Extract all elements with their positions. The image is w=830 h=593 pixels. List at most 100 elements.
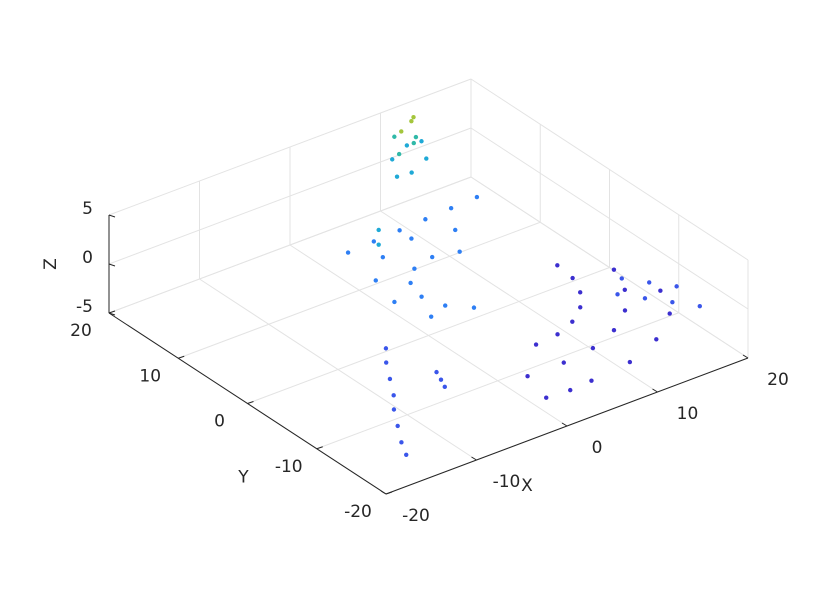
x-axis-label: X: [521, 476, 533, 496]
x-tick: [471, 456, 477, 461]
grid-line: [108, 127, 472, 265]
point: [419, 294, 424, 299]
point: [443, 303, 448, 308]
point: [409, 170, 414, 175]
point: [570, 275, 575, 281]
point: [391, 393, 396, 398]
point: [578, 305, 583, 310]
y-tick: [385, 491, 393, 495]
x-tick: [742, 354, 749, 359]
point: [396, 151, 402, 157]
z-tick-label: -5: [76, 297, 93, 317]
points-layer: [345, 114, 702, 457]
point: [654, 337, 659, 342]
grid-line: [470, 78, 749, 261]
x-tick: [652, 388, 658, 393]
point: [568, 387, 573, 393]
point: [413, 134, 419, 140]
grid-line: [178, 221, 541, 359]
point: [570, 319, 575, 324]
point: [380, 254, 386, 260]
point: [670, 300, 675, 305]
grid-line: [470, 127, 749, 310]
z-axis-label: Z: [41, 258, 61, 270]
point: [555, 332, 560, 337]
point: [457, 249, 462, 254]
point: [430, 254, 435, 260]
y-tick-label: 10: [139, 366, 161, 386]
z-tick: [108, 312, 116, 316]
x-tick-label: 0: [592, 438, 603, 458]
z-tick: [108, 214, 116, 218]
point: [697, 303, 702, 309]
point: [615, 292, 620, 297]
y-tick: [316, 446, 323, 450]
z-tick: [108, 263, 116, 267]
point: [471, 305, 477, 310]
x-tick-label: 20: [767, 370, 789, 390]
y-tick-label: 0: [214, 412, 225, 432]
y-tick-label: -20: [344, 502, 372, 522]
point: [434, 369, 439, 375]
point: [428, 314, 434, 319]
x-tick-label: -10: [493, 472, 521, 492]
point: [590, 345, 596, 351]
grid-line: [108, 176, 472, 314]
y-tick-label: 20: [70, 321, 92, 341]
point: [394, 174, 400, 179]
point: [392, 134, 397, 139]
point: [423, 217, 428, 222]
point: [412, 266, 417, 271]
point: [611, 267, 617, 272]
x-tick: [380, 490, 387, 495]
point: [384, 360, 389, 365]
point: [442, 384, 447, 390]
point: [404, 452, 409, 457]
point: [404, 143, 410, 148]
y-axis-label: Y: [237, 468, 249, 488]
point: [409, 118, 414, 124]
point: [390, 157, 395, 162]
point: [371, 239, 377, 244]
point: [619, 276, 624, 281]
y-tick: [178, 355, 185, 359]
point: [474, 194, 480, 200]
point: [411, 140, 416, 146]
grid-line: [316, 312, 679, 450]
point: [667, 311, 672, 316]
point: [395, 423, 400, 429]
point: [555, 263, 560, 268]
point: [647, 280, 652, 285]
point: [391, 407, 397, 412]
point: [448, 205, 454, 211]
point: [373, 278, 378, 283]
point: [392, 299, 397, 305]
z-tick-label: 5: [82, 199, 93, 219]
point: [411, 114, 416, 120]
point: [419, 139, 424, 144]
point: [589, 378, 594, 383]
point: [345, 250, 351, 255]
y-tick-label: -10: [275, 457, 303, 477]
x-tick-label: 10: [677, 404, 699, 424]
point: [438, 377, 444, 382]
y-tick: [247, 401, 254, 404]
point: [627, 359, 633, 365]
grid-line: [108, 78, 472, 216]
point: [409, 236, 414, 241]
point: [544, 395, 549, 400]
point: [577, 290, 583, 295]
x-tick-label: -20: [402, 506, 430, 526]
point: [424, 156, 429, 161]
point: [674, 284, 679, 289]
point: [622, 308, 628, 313]
point: [376, 227, 381, 233]
point: [453, 227, 458, 233]
x-tick: [561, 422, 568, 427]
grid-layer: [108, 78, 749, 495]
point: [622, 287, 628, 293]
point: [642, 296, 648, 301]
point: [658, 288, 663, 293]
